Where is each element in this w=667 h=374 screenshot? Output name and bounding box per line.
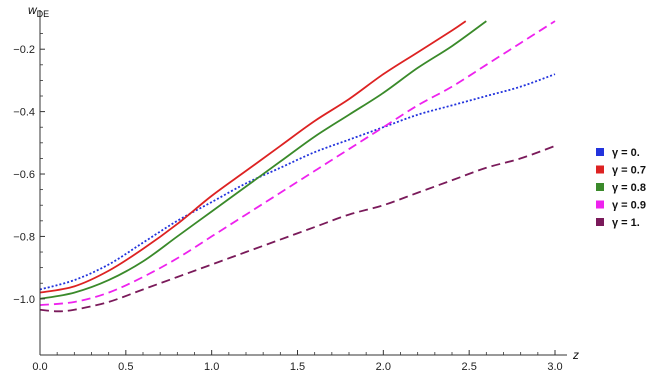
series-line-1 bbox=[39, 20, 467, 294]
legend-swatch bbox=[596, 218, 604, 226]
legend-swatch bbox=[596, 200, 604, 209]
y-tick-label: −0.8 bbox=[13, 231, 35, 243]
legend-swatch bbox=[596, 165, 604, 174]
legend-label: γ = 0.7 bbox=[612, 165, 646, 177]
x-tick-label: 1.5 bbox=[290, 361, 305, 373]
legend-label: γ = 0.8 bbox=[612, 182, 646, 194]
y-tick-label: −0.6 bbox=[13, 169, 35, 181]
series-line-3 bbox=[39, 20, 556, 306]
legend-swatch bbox=[596, 183, 604, 191]
legend-label: γ = 0.9 bbox=[612, 200, 646, 212]
y-axis-label: wDE bbox=[28, 3, 49, 19]
legend: γ = 0. γ = 0.7 γ = 0.8 γ = 0.9 γ = 1. bbox=[596, 147, 646, 229]
x-tick-label: 0.5 bbox=[118, 361, 133, 373]
x-tick-label: 2.5 bbox=[462, 361, 477, 373]
series-line-0 bbox=[39, 73, 556, 291]
y-axis-label-sub: DE bbox=[37, 9, 50, 19]
y-tick-label: −0.2 bbox=[13, 44, 35, 56]
y-tick-label: −0.4 bbox=[13, 107, 35, 119]
series-line-4 bbox=[39, 145, 556, 313]
y-tick-label: −1.0 bbox=[13, 294, 35, 306]
legend-swatch bbox=[596, 148, 604, 156]
series-layer bbox=[39, 20, 556, 313]
x-axis-label: z bbox=[572, 348, 579, 362]
legend-label: γ = 0. bbox=[612, 147, 640, 159]
axes-layer: wDE z 0.0 0.5 1.0 1.5 2.0 2.5 3.0 −1.0 −0.8 −0.6 −… bbox=[13, 3, 579, 373]
series-line-2 bbox=[39, 20, 487, 300]
x-tick-label: 0.0 bbox=[32, 361, 47, 373]
x-tick-label: 1.0 bbox=[204, 361, 219, 373]
legend-label: γ = 1. bbox=[612, 217, 640, 229]
y-axis-label-main: w bbox=[28, 3, 38, 17]
x-tick-label: 3.0 bbox=[547, 361, 562, 373]
x-tick-label: 2.0 bbox=[376, 361, 391, 373]
